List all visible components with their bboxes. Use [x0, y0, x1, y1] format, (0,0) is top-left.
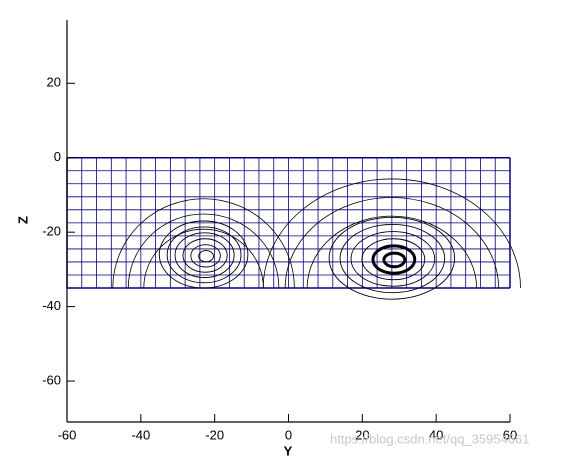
- x-tick-label: -60: [58, 427, 77, 442]
- streamline: [262, 178, 521, 289]
- streamline: [158, 220, 249, 289]
- y-axis-label: Z: [15, 216, 30, 224]
- streamline: [328, 216, 456, 300]
- y-tick-label: -60: [42, 372, 61, 387]
- streamline: [174, 232, 235, 278]
- x-tick-label: -20: [205, 427, 224, 442]
- streamline: [371, 244, 417, 275]
- streamline: [190, 244, 221, 268]
- x-tick-label: 20: [355, 427, 369, 442]
- streamline: [143, 228, 264, 289]
- streamline: [306, 215, 477, 289]
- x-tick-label: 60: [503, 427, 517, 442]
- streamline: [382, 251, 407, 269]
- streamline: [198, 250, 214, 263]
- x-tick-label: 0: [285, 427, 292, 442]
- y-tick-label: -40: [42, 298, 61, 313]
- streamline: [166, 226, 242, 284]
- streamline: [361, 238, 426, 281]
- x-axis-label: Y: [284, 443, 293, 458]
- watermark: https://blog.csdn.net/qq_35954661: [330, 431, 530, 446]
- y-tick-label: 0: [54, 149, 61, 164]
- streamline: [127, 213, 280, 289]
- x-tick-label: 40: [429, 427, 443, 442]
- streamline: [339, 223, 446, 294]
- streamline: [182, 238, 228, 273]
- streamline: [112, 198, 295, 289]
- x-tick-label: -40: [131, 427, 150, 442]
- streamline: [284, 197, 499, 289]
- y-tick-label: 20: [47, 75, 61, 90]
- streamline: [350, 231, 436, 287]
- y-tick-label: -20: [42, 224, 61, 239]
